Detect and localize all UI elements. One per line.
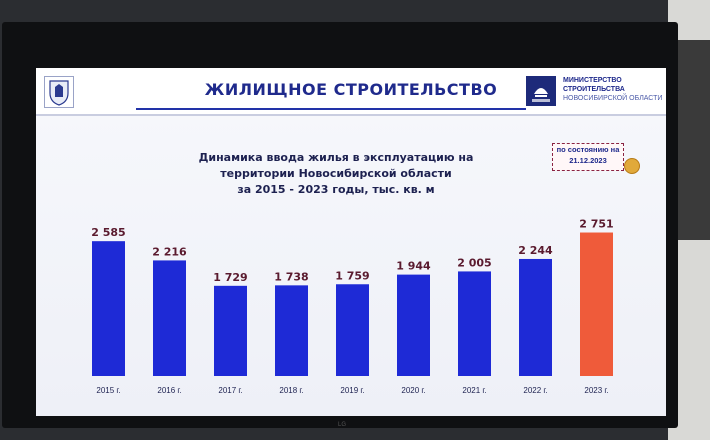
category-label-6: 2021 г.: [462, 386, 486, 395]
category-label-8: 2023 г.: [584, 386, 608, 395]
bar-value-label-8: 2 751: [579, 218, 613, 231]
bar-value-label-7: 2 244: [518, 244, 553, 257]
chart-title-line-2: территории Новосибирской области: [220, 167, 452, 180]
wall-sign: [676, 40, 710, 240]
category-label-3: 2018 г.: [279, 386, 303, 395]
ministry-name: МИНИСТЕРСТВО СТРОИТЕЛЬСТВА НОВОСИБИРСКОЙ…: [563, 76, 663, 103]
bar-7: [519, 258, 552, 376]
ministry-line-1: МИНИСТЕРСТВО: [563, 77, 622, 84]
category-label-0: 2015 г.: [96, 386, 120, 395]
presentation-slide: ЖИЛИЩНОЕ СТРОИТЕЛЬСТВО МИНИСТЕРСТВО СТРО…: [36, 68, 666, 416]
bar-value-label-0: 2 585: [91, 226, 125, 239]
bar-8: [580, 232, 613, 376]
category-label-4: 2019 г.: [340, 386, 364, 395]
chart-title-line-3: за 2015 - 2023 годы, тыс. кв. м: [237, 183, 435, 196]
chart-title-line-1: Динамика ввода жилья в эксплуатацию на: [198, 151, 474, 164]
status-date-box: по состоянию на 21.12.2023: [552, 143, 624, 171]
category-label-1: 2016 г.: [157, 386, 181, 395]
tv-brand-logo: LG: [338, 422, 347, 428]
tv-frame: ЖИЛИЩНОЕ СТРОИТЕЛЬСТВО МИНИСТЕРСТВО СТРО…: [2, 22, 678, 428]
header-underline: [136, 108, 526, 110]
bar-0: [92, 241, 125, 376]
category-label-2: 2017 г.: [218, 386, 242, 395]
bar-value-label-1: 2 216: [152, 245, 187, 258]
bar-2: [214, 285, 247, 376]
region-coat-of-arms-icon: [44, 76, 74, 108]
status-line-1: по состоянию на: [556, 145, 620, 154]
medal-icon: [624, 158, 640, 174]
bar-5: [397, 274, 430, 376]
ministry-line-3: НОВОСИБИРСКОЙ ОБЛАСТИ: [563, 95, 663, 102]
bar-value-label-6: 2 005: [457, 256, 491, 269]
ministry-logo-icon: [526, 76, 556, 106]
bar-chart: 2 585 2015 г. 2 216 2016 г. 1 729 2017 г. 1 73…: [91, 218, 613, 395]
bar-value-label-5: 1 944: [396, 260, 431, 273]
category-label-5: 2020 г.: [401, 386, 425, 395]
bar-value-label-3: 1 738: [274, 270, 308, 283]
bar-4: [336, 284, 369, 376]
page-title: ЖИЛИЩНОЕ СТРОИТЕЛЬСТВО: [204, 80, 498, 99]
bar-value-label-2: 1 729: [213, 271, 247, 284]
status-line-2: 21.12.2023: [569, 156, 607, 165]
bar-3: [275, 285, 308, 376]
bar-1: [153, 260, 186, 376]
bar-value-label-4: 1 759: [335, 269, 369, 282]
ministry-line-2: СТРОИТЕЛЬСТВА: [563, 86, 625, 93]
category-label-7: 2022 г.: [523, 386, 547, 395]
chart-title: Динамика ввода жилья в эксплуатацию на т…: [186, 150, 486, 198]
bar-6: [458, 271, 491, 376]
